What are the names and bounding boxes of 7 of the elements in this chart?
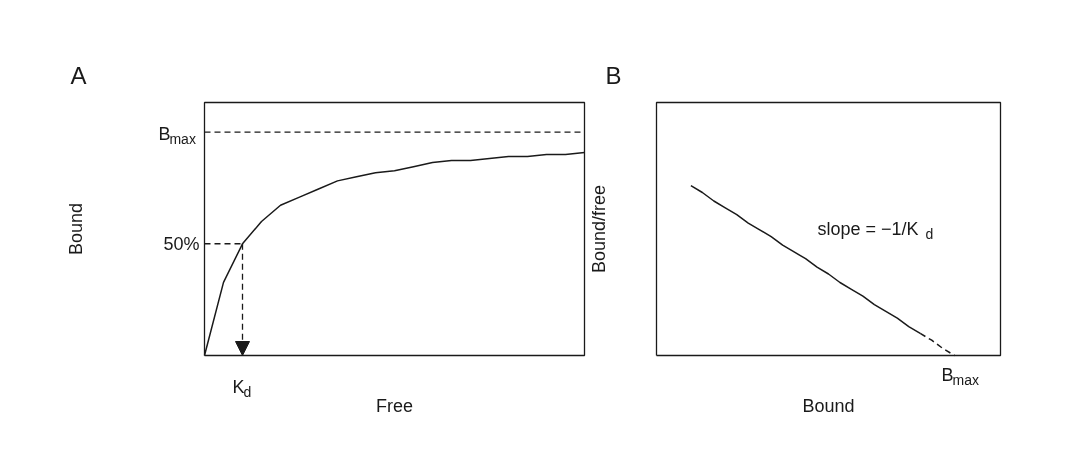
text: 50% bbox=[163, 233, 200, 254]
y-axis-title: Bound/free bbox=[588, 184, 609, 274]
chart-title: B bbox=[605, 62, 622, 89]
y-axis-title: Bound bbox=[65, 202, 86, 256]
x-axis-title: Free bbox=[375, 395, 414, 416]
chart-title: A bbox=[70, 62, 87, 89]
x-axis-title: Bound bbox=[802, 395, 855, 416]
